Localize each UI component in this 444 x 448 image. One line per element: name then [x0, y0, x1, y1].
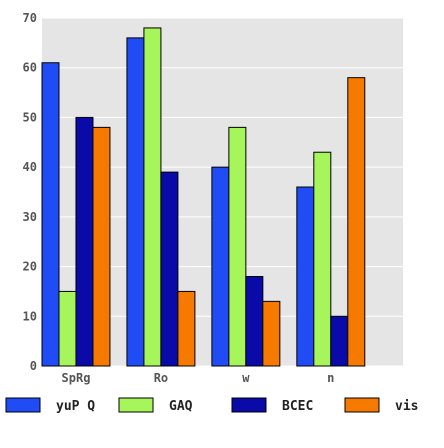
legend-swatch: [118, 397, 154, 413]
bar: [228, 126, 247, 367]
x-tick-label: w: [242, 371, 250, 385]
y-tick-label: 60: [23, 61, 37, 75]
x-tick-label: SpRg: [62, 371, 91, 385]
bar: [262, 300, 281, 367]
legend-label: yuP Q: [56, 399, 95, 414]
bar: [245, 276, 264, 367]
legend-label: vis: [395, 399, 418, 414]
x-tick-label: Ro: [154, 371, 168, 385]
bar: [211, 166, 230, 367]
bar: [126, 37, 145, 367]
bar: [41, 62, 60, 367]
y-tick-label: 40: [23, 160, 37, 174]
legend-swatch: [231, 397, 267, 413]
legend-label: BCEC: [282, 399, 313, 414]
y-tick-label: 20: [23, 260, 37, 274]
y-tick-label: 0: [30, 359, 37, 373]
bar: [143, 27, 162, 367]
x-tick-label: n: [327, 371, 334, 385]
legend-label: GAQ: [169, 399, 193, 414]
bar: [177, 290, 196, 367]
bar: [347, 77, 366, 367]
bar: [160, 171, 179, 367]
bar: [75, 116, 94, 367]
legend-swatch: [344, 397, 380, 413]
bar: [313, 151, 332, 367]
bar: [296, 186, 315, 367]
bar: [330, 315, 349, 367]
bar: [58, 290, 77, 367]
y-tick-label: 50: [23, 110, 37, 124]
y-tick-label: 10: [23, 309, 37, 323]
legend-swatch: [5, 397, 41, 413]
bar: [92, 126, 111, 367]
y-tick-label: 30: [23, 210, 37, 224]
y-tick-label: 70: [23, 11, 37, 25]
